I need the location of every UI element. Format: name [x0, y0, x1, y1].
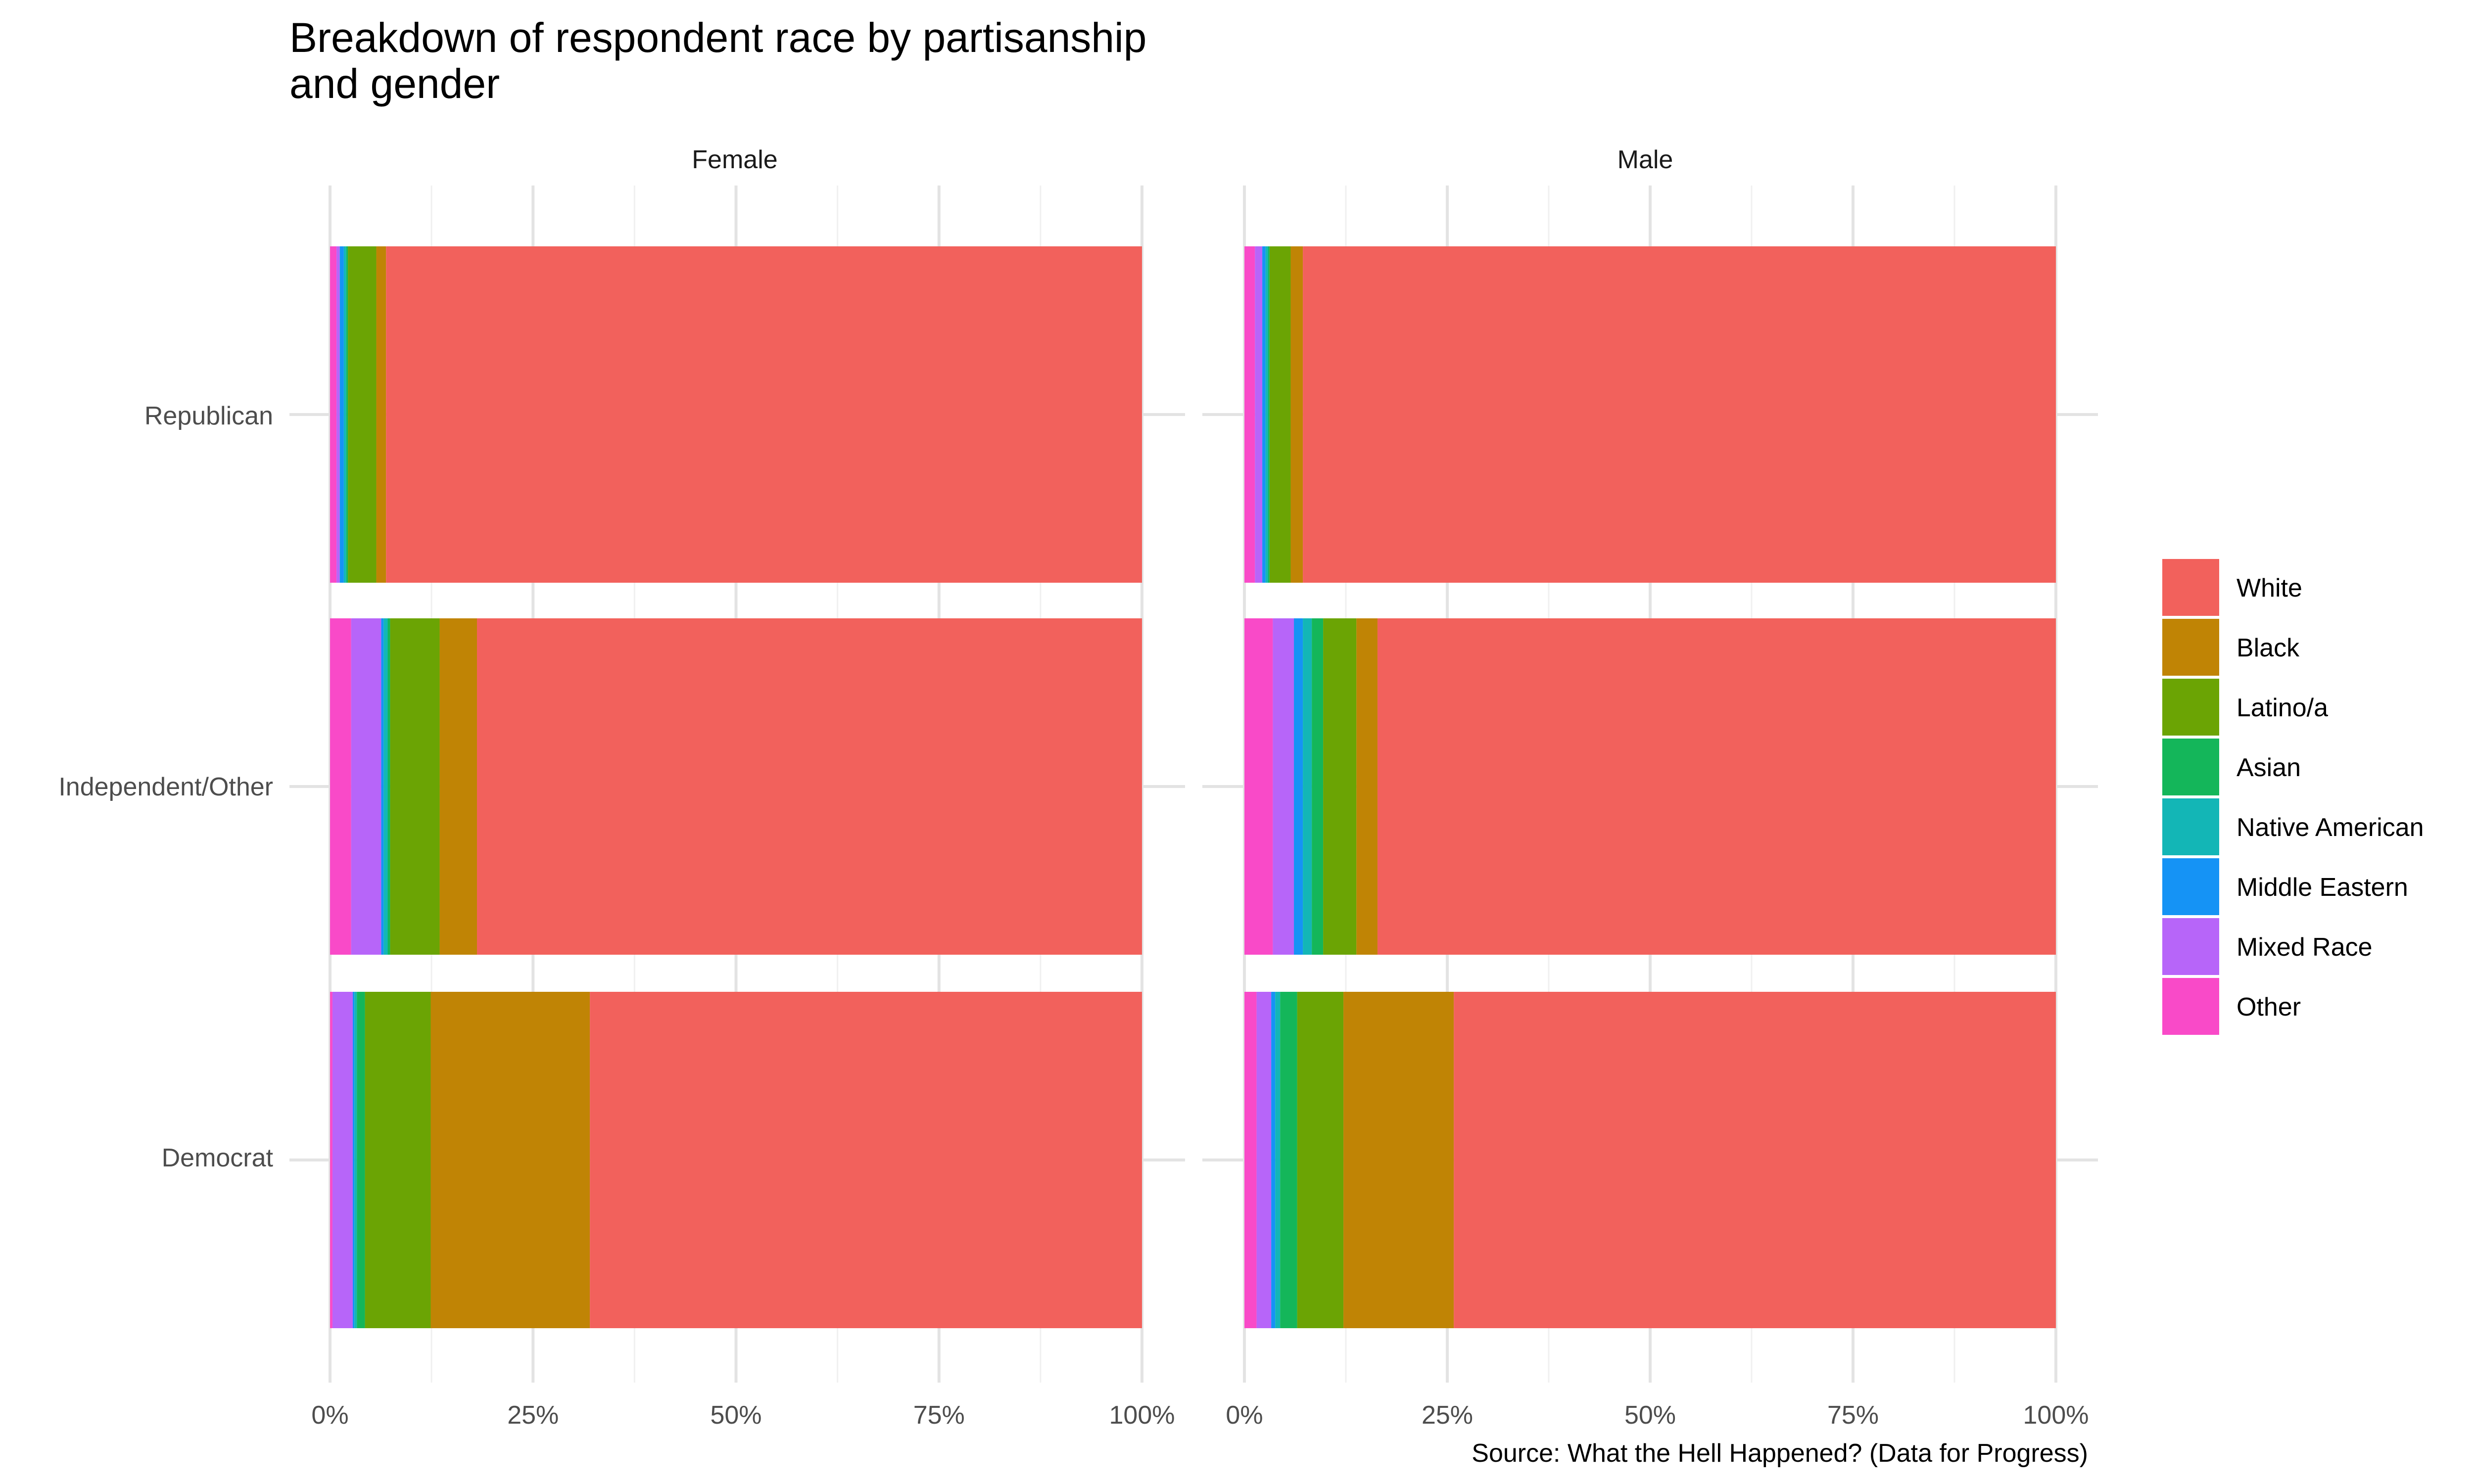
bar-female-independent-other-mixed-race: [351, 618, 381, 955]
legend: White Black Latino/a Asian Native American Mi…: [2162, 559, 2424, 1035]
bar-female-republican-white: [386, 246, 1142, 583]
y-tick-democrat: Democrat: [162, 1144, 274, 1172]
bar-male-democrat-mixed-race: [1256, 992, 1272, 1328]
bar-male-independent-other-latino-a: [1323, 618, 1357, 955]
bar-male-republican-other: [1244, 246, 1255, 583]
x-tick-female-25: 25%: [507, 1401, 559, 1430]
bar-female-independent-other-other: [330, 618, 351, 955]
bar-female-republican-other: [330, 246, 337, 583]
y-tick-independent-other: Independent/Other: [58, 773, 273, 801]
facet-panel-male: 0% 25% 50% 75% 100%: [1202, 186, 2098, 1430]
bar-male-independent-other-black: [1356, 618, 1378, 955]
bar-male-independent-other-other: [1244, 618, 1273, 955]
bar-female-republican-middle-eastern: [339, 246, 344, 583]
bar-male-democrat-black: [1343, 992, 1454, 1328]
bar-male-republican-asian: [1268, 246, 1270, 583]
legend-label-white: White: [2236, 574, 2302, 603]
bar-female-democrat-black: [430, 992, 590, 1328]
bar-female-democrat-mixed-race: [332, 992, 353, 1328]
legend-key-other: [2162, 978, 2219, 1035]
bar-male-democrat-other: [1244, 992, 1257, 1328]
caption-source: Source: What the Hell Happened? (Data fo…: [1472, 1439, 2088, 1468]
bar-female-democrat-other: [330, 992, 333, 1328]
x-tick-female-75: 75%: [913, 1401, 965, 1430]
bar-male-democrat-white: [1454, 992, 2056, 1328]
bar-female-democrat-asian: [357, 992, 365, 1328]
bar-male-democrat-asian: [1280, 992, 1297, 1328]
legend-key-latino-a: [2162, 679, 2219, 736]
legend-key-asian: [2162, 739, 2219, 795]
legend-label-asian: Asian: [2236, 753, 2301, 782]
bar-female-independent-other-native-american: [383, 618, 388, 955]
bar-female-republican-latino-a: [348, 246, 377, 583]
bar-male-democrat-latino-a: [1297, 992, 1344, 1328]
bar-male-republican-black: [1290, 246, 1303, 583]
legend-key-middle-eastern: [2162, 858, 2219, 915]
legend-label-middle-eastern: Middle Eastern: [2236, 873, 2408, 902]
facet-label-male: Male: [1618, 145, 1673, 174]
bar-female-independent-other-black: [439, 618, 477, 955]
legend-label-other: Other: [2236, 993, 2301, 1021]
bar-male-democrat-middle-eastern: [1271, 992, 1276, 1328]
x-tick-female-100: 100%: [1109, 1401, 1175, 1430]
x-tick-male-25: 25%: [1422, 1401, 1473, 1430]
chart-title-line-1: Breakdown of respondent race by partisan…: [289, 14, 1146, 61]
legend-label-black: Black: [2236, 634, 2300, 662]
bar-female-independent-other-middle-eastern: [381, 618, 384, 955]
legend-key-mixed-race: [2162, 918, 2219, 975]
bar-male-independent-other-asian: [1312, 618, 1324, 955]
y-tick-republican: Republican: [144, 402, 273, 430]
bar-female-democrat-white: [590, 992, 1142, 1328]
legend-key-black: [2162, 619, 2219, 676]
bar-female-independent-other-asian: [387, 618, 390, 955]
bar-female-republican-asian: [346, 246, 348, 583]
x-tick-male-50: 50%: [1624, 1401, 1676, 1430]
bar-male-republican-white: [1303, 246, 2056, 583]
facet-label-female: Female: [692, 145, 777, 174]
bar-male-republican-middle-eastern: [1262, 246, 1266, 583]
bar-female-democrat-middle-eastern: [352, 992, 355, 1328]
bar-female-republican-native-american: [343, 246, 346, 583]
bar-male-independent-other-mixed-race: [1273, 618, 1294, 955]
legend-key-native-american: [2162, 798, 2219, 855]
bar-male-independent-other-white: [1377, 618, 2056, 955]
bar-male-independent-other-middle-eastern: [1294, 618, 1303, 955]
chart-title-line-2: and gender: [289, 60, 500, 107]
legend-label-native-american: Native American: [2236, 813, 2424, 842]
bar-female-independent-other-white: [477, 618, 1142, 955]
x-tick-male-100: 100%: [2023, 1401, 2089, 1430]
bar-male-republican-mixed-race: [1255, 246, 1263, 583]
x-tick-female-0: 0%: [311, 1401, 348, 1430]
bar-male-republican-native-american: [1265, 246, 1268, 583]
legend-label-mixed-race: Mixed Race: [2236, 933, 2373, 962]
bar-male-independent-other-native-american: [1303, 618, 1312, 955]
bar-female-democrat-latino-a: [365, 992, 431, 1328]
x-tick-male-75: 75%: [1827, 1401, 1879, 1430]
bar-female-republican-black: [376, 246, 386, 583]
bar-male-republican-latino-a: [1269, 246, 1291, 583]
bar-female-independent-other-latino-a: [390, 618, 440, 955]
bar-female-republican-mixed-race: [336, 246, 340, 583]
facet-panel-female: 0% 25% 50% 75% 100%: [289, 186, 1185, 1430]
bar-female-democrat-native-american: [354, 992, 357, 1328]
bar-male-democrat-native-american: [1275, 992, 1281, 1328]
x-tick-male-0: 0%: [1226, 1401, 1263, 1430]
legend-label-latino-a: Latino/a: [2236, 694, 2328, 722]
legend-key-white: [2162, 559, 2219, 616]
x-tick-female-50: 50%: [710, 1401, 761, 1430]
